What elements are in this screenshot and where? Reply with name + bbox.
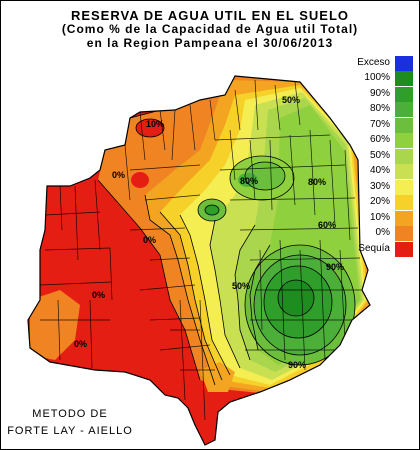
map-title: RESERVA DE AGUA UTIL EN EL SUELO — [70, 8, 350, 23]
legend-label: 60% — [369, 134, 390, 145]
legend-swatch — [395, 241, 413, 257]
legend-swatch — [395, 179, 413, 195]
method-line-1: METODO DE — [32, 408, 108, 420]
legend-swatch — [395, 195, 413, 210]
legend-label: 50% — [369, 149, 390, 161]
contour-label: 80% — [308, 177, 326, 187]
contour-label: 0% — [143, 235, 156, 245]
contour-label: 10% — [146, 119, 164, 129]
legend-label: 100% — [364, 72, 390, 83]
legend-label: 20% — [369, 196, 390, 207]
map-subtitle: (Como % de la Capacidad de Agua util Tot… — [61, 22, 359, 36]
legend-label: Sequía — [358, 242, 390, 254]
contour-label: 50% — [282, 95, 300, 105]
legend-exceso-swatch — [395, 56, 413, 71]
legend-label: 10% — [369, 211, 390, 223]
legend-swatch — [395, 133, 413, 148]
contour-label: 60% — [318, 220, 336, 230]
contour-label: 0% — [74, 339, 87, 349]
legend-swatch — [395, 226, 413, 241]
legend-swatch — [395, 71, 413, 86]
legend-swatch — [395, 210, 413, 226]
region-outline — [27, 75, 371, 446]
legend-swatch — [395, 164, 413, 179]
contour-label: 50% — [232, 281, 250, 291]
method-line-2: FORTE LAY - AIELLO — [7, 425, 133, 437]
legend-label: 90% — [369, 87, 390, 99]
legend-swatch — [395, 86, 413, 102]
legend-exceso-label: Exceso — [357, 57, 390, 68]
legend-swatch — [395, 102, 413, 117]
legend-label: 70% — [369, 118, 390, 130]
contour-label: 0% — [112, 170, 125, 180]
contour-value-labels: 10% 0% 0% 0% 50% 80% 80% 60% 50% 0% 90% … — [74, 95, 344, 370]
legend-label: 80% — [369, 103, 390, 114]
legend-label: 0% — [375, 227, 390, 238]
legend-swatch — [395, 148, 413, 164]
legend-swatch — [395, 117, 413, 133]
contour-label: 0% — [92, 290, 105, 300]
contour-label: 90% — [288, 360, 306, 370]
legend-label: 30% — [369, 180, 390, 192]
reserve-color-field — [28, 76, 370, 445]
legend-label: 40% — [369, 165, 390, 176]
contour-label: 80% — [240, 176, 258, 186]
contour-label: 90% — [326, 262, 344, 272]
map-date-line: en la Region Pampeana el 30/06/2013 — [86, 36, 334, 50]
